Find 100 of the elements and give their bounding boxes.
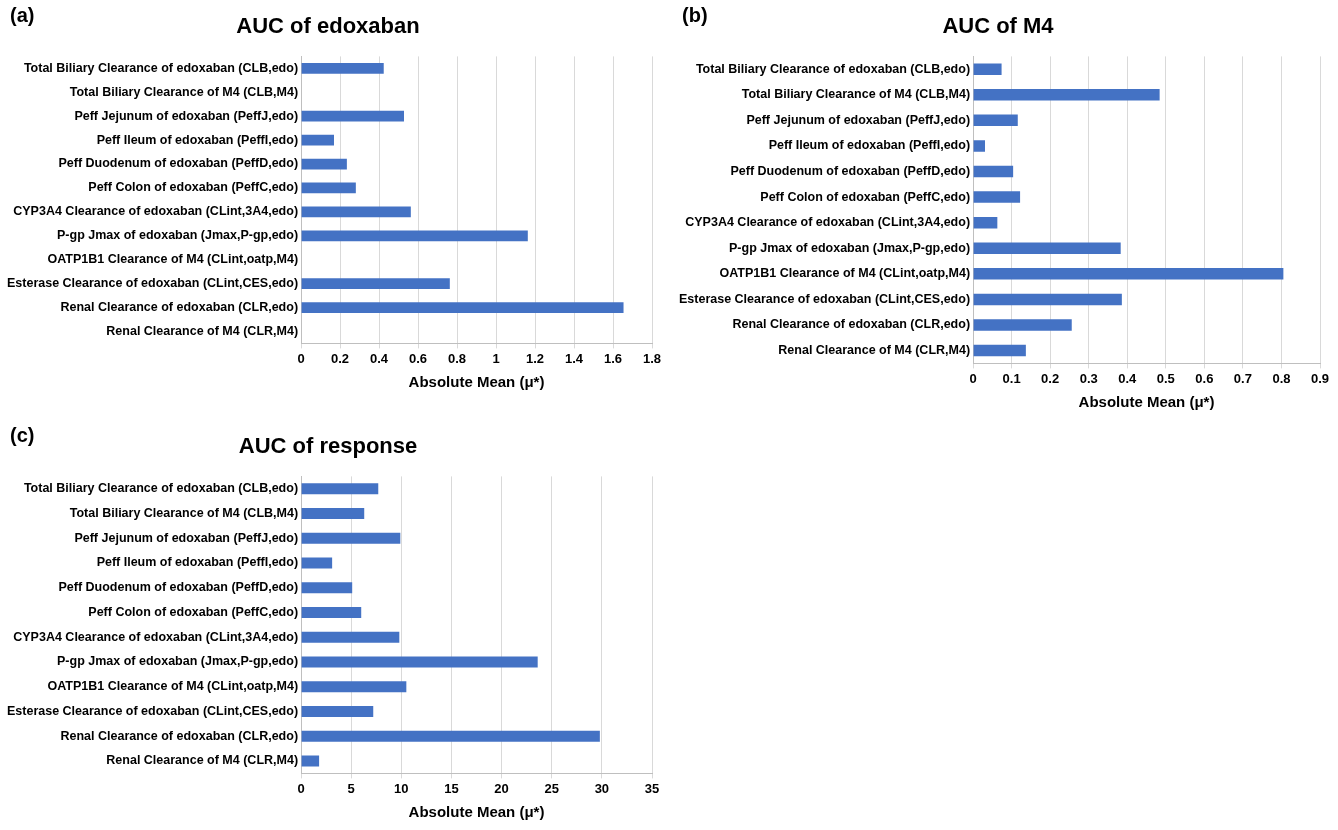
x-tick-label: 10	[394, 780, 409, 796]
y-tick-label: Renal Clearance of edoxaban (CLR,edo)	[732, 317, 971, 332]
x-tick-label: 0.4	[370, 350, 389, 366]
y-tick-label: Peff Ileum of edoxaban (PeffI,edo)	[96, 555, 299, 570]
bar	[973, 165, 1014, 178]
bar	[301, 158, 347, 170]
x-tick-label: 0.3	[1079, 370, 1098, 386]
bar	[973, 268, 1284, 280]
x-tick-label: 1	[492, 350, 500, 366]
y-tick-label: Total Biliary Clearance of M4 (CLB,M4)	[741, 87, 971, 102]
x-tick-label: 0.2	[1041, 370, 1060, 386]
bar	[973, 191, 1021, 203]
x-tick-label: 0	[297, 780, 305, 796]
x-tick-label: 30	[594, 780, 610, 796]
y-tick-label: P-gp Jmax of edoxaban (Jmax,P-gp,edo)	[57, 654, 299, 669]
x-tick-label: 0.9	[1310, 370, 1330, 386]
y-tick-label: Total Biliary Clearance of edoxaban (CLB,edo)	[695, 61, 971, 76]
y-tick-label: Peff Colon of edoxaban (PeffC,edo)	[760, 189, 971, 204]
bar	[301, 110, 404, 122]
y-tick-label: OATP1B1 Clearance of M4 (CLint,oatp,M4)	[47, 252, 299, 267]
y-tick-label: Peff Ileum of edoxaban (PeffI,edo)	[96, 132, 299, 147]
y-tick-label: Esterase Clearance of edoxaban (CLint,CES,edo)	[678, 291, 971, 306]
y-tick-label: CYP3A4 Clearance of edoxaban (CLint,3A4,edo)	[685, 215, 971, 230]
bar	[301, 730, 600, 742]
bar	[301, 278, 450, 289]
bar	[301, 681, 407, 693]
x-tick-label: 1.6	[603, 350, 623, 366]
x-tick-label: 0.8	[1272, 370, 1291, 386]
bar	[973, 89, 1160, 101]
x-tick-label: 35	[644, 780, 660, 796]
bar	[973, 242, 1121, 255]
y-tick-label: Peff Jejunum of edoxaban (PeffJ,edo)	[74, 530, 299, 545]
bar	[301, 182, 356, 194]
y-tick-label: Peff Jejunum of edoxaban (PeffJ,edo)	[746, 112, 971, 127]
y-tick-label: OATP1B1 Clearance of M4 (CLint,oatp,M4)	[719, 266, 971, 281]
bar	[973, 216, 998, 229]
y-tick-label: Peff Duodenum of edoxaban (PeffD,edo)	[58, 580, 299, 595]
y-tick-label: Renal Clearance of M4 (CLR,M4)	[106, 753, 299, 768]
x-tick-label: 0.6	[409, 350, 428, 366]
bar	[301, 656, 538, 668]
text: (a)	[10, 4, 35, 27]
bar	[301, 230, 528, 242]
x-axis-title: Absolute Mean (μ*)	[408, 373, 545, 391]
y-tick-label: Total Biliary Clearance of M4 (CLB,M4)	[69, 505, 299, 520]
y-tick-label: Peff Colon of edoxaban (PeffC,edo)	[88, 180, 299, 195]
bar	[301, 532, 401, 544]
y-tick-label: Peff Jejunum of edoxaban (PeffJ,edo)	[74, 108, 299, 123]
x-tick-label: 0.6	[1195, 370, 1214, 386]
y-tick-label: Peff Duodenum of edoxaban (PeffD,edo)	[58, 156, 299, 171]
bar	[973, 114, 1018, 127]
bar	[301, 705, 374, 718]
bar	[301, 755, 320, 767]
x-tick-label: 0.8	[447, 350, 467, 366]
bar	[973, 319, 1072, 331]
y-tick-label: Renal Clearance of edoxaban (CLR,edo)	[60, 299, 299, 314]
bar	[973, 63, 1002, 75]
y-tick-label: Peff Ileum of edoxaban (PeffI,edo)	[768, 138, 971, 153]
y-tick-label: Esterase Clearance of edoxaban (CLint,CES,edo)	[6, 276, 299, 291]
y-tick-label: Renal Clearance of M4 (CLR,M4)	[106, 323, 299, 338]
chart-title: AUC of M4	[942, 13, 1055, 39]
y-tick-label: Renal Clearance of edoxaban (CLR,edo)	[60, 728, 299, 743]
bar	[301, 507, 365, 520]
y-tick-label: P-gp Jmax of edoxaban (Jmax,P-gp,edo)	[57, 228, 299, 243]
bar	[301, 134, 334, 146]
bar	[973, 293, 1122, 306]
bar	[301, 557, 333, 569]
y-tick-label: Renal Clearance of M4 (CLR,M4)	[778, 343, 971, 358]
x-tick-label: 0.1	[1002, 370, 1021, 386]
x-tick-label: 0.4	[1118, 370, 1138, 386]
bar	[301, 302, 624, 313]
bar	[301, 62, 384, 74]
y-tick-label: Total Biliary Clearance of M4 (CLB,M4)	[69, 84, 299, 99]
x-tick-label: 20	[494, 780, 509, 796]
bar	[301, 206, 411, 218]
x-tick-label: 0	[969, 370, 977, 386]
bar	[973, 344, 1026, 357]
chart-title: AUC of edoxaban	[236, 13, 420, 39]
x-tick-label: 15	[444, 780, 459, 796]
x-tick-label: 1.8	[642, 350, 662, 366]
text: (c)	[10, 424, 35, 447]
x-tick-label: 0.7	[1233, 370, 1252, 386]
bar	[301, 606, 362, 619]
y-tick-label: OATP1B1 Clearance of M4 (CLint,oatp,M4)	[47, 679, 299, 694]
x-tick-label: 5	[347, 780, 355, 796]
x-tick-label: 0.2	[331, 350, 350, 366]
x-axis-title: Absolute Mean (μ*)	[408, 803, 545, 821]
y-tick-label: Total Biliary Clearance of edoxaban (CLB,edo)	[23, 481, 299, 496]
y-tick-label: Total Biliary Clearance of edoxaban (CLB,edo)	[23, 60, 299, 75]
x-tick-label: 1.4	[564, 350, 584, 366]
x-tick-label: 0	[297, 350, 305, 366]
y-tick-label: Esterase Clearance of edoxaban (CLint,CES,edo)	[6, 703, 299, 718]
bar	[973, 140, 985, 152]
x-tick-label: 1.2	[525, 350, 545, 366]
x-axis-title: Absolute Mean (μ*)	[1078, 393, 1215, 411]
bar	[301, 483, 379, 495]
x-tick-label: 25	[544, 780, 559, 796]
bar	[301, 582, 353, 594]
y-tick-label: Peff Duodenum of edoxaban (PeffD,edo)	[730, 163, 971, 178]
x-tick-label: 0.5	[1156, 370, 1175, 386]
y-tick-label: CYP3A4 Clearance of edoxaban (CLint,3A4,edo)	[13, 204, 299, 219]
